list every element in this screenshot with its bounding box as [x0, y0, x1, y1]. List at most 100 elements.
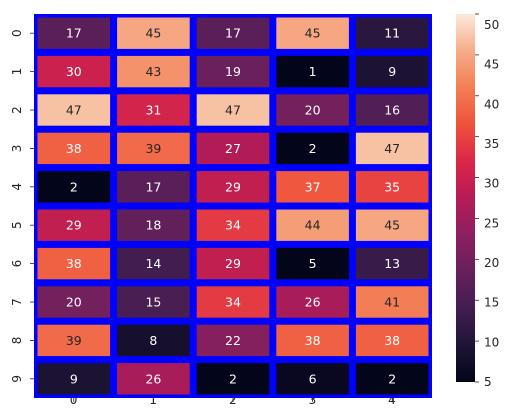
heatmap-cell-label: 2: [309, 141, 317, 156]
heatmap-cell: [117, 209, 190, 241]
heatmap-cell-label: 11: [384, 26, 400, 41]
heatmap-cell: [276, 324, 349, 357]
heatmap-cell: [196, 171, 270, 203]
heatmap-cell-label: 35: [384, 179, 400, 194]
heatmap-cell: [196, 324, 270, 357]
heatmap-cell: [117, 286, 190, 318]
heatmap-cell-label: 8: [149, 333, 157, 348]
heatmap-cell: [117, 324, 190, 357]
colorbar-ticks: 5 10 15 20 25 30 35 40 45 50: [484, 18, 499, 389]
heatmap-cell: [117, 55, 190, 88]
heatmap-cell: [276, 94, 349, 126]
heatmap-cell-label: 5: [309, 256, 317, 271]
heatmap-cell-label: 2: [229, 371, 237, 386]
heatmap-cell-label: 14: [145, 256, 161, 271]
heatmap-cell: [196, 132, 270, 165]
heatmap-cell: [196, 247, 270, 280]
heatmap-cell-label: 2: [388, 371, 396, 386]
heatmap-cell-label: 38: [384, 333, 400, 348]
heatmap-cell-label: 13: [384, 256, 400, 271]
heatmap-cell: [276, 209, 349, 241]
heatmap-cell: [196, 363, 270, 395]
heatmap-cell-label: 26: [305, 295, 321, 310]
heatmap-cell: [276, 55, 349, 88]
heatmap-cell: [117, 17, 190, 49]
heatmap-cell-label: 47: [225, 103, 241, 118]
heatmap-cell: [117, 94, 190, 126]
heatmap-cell-label: 30: [66, 64, 82, 79]
heatmap-cell-label: 38: [305, 333, 321, 348]
heatmap-cell-label: 47: [384, 141, 400, 156]
heatmap-cell-label: 18: [145, 218, 161, 233]
colorbar-tick-label: 35: [484, 137, 499, 151]
heatmap-cell: [37, 247, 111, 280]
heatmap-cell: [117, 363, 190, 395]
heatmap-cell-label: 9: [70, 371, 78, 386]
colorbar: 5 10 15 20 25 30 35 40 45 50: [456, 13, 499, 389]
heatmap-cell: [37, 55, 111, 88]
heatmap-cell: [276, 247, 349, 280]
y-axis: 0 1 2 3 4 5 6 7 8 9: [10, 29, 24, 382]
heatmap-cell: [196, 286, 270, 318]
heatmap-cell: [37, 324, 111, 357]
heatmap-cell: [355, 132, 429, 165]
heatmap-cell-label: 31: [145, 103, 161, 118]
heatmap-cell: [355, 247, 429, 280]
heatmap-cell: [355, 17, 429, 49]
y-tick-label: 4: [10, 183, 24, 191]
heatmap-cell: [37, 363, 111, 395]
heatmap-cell-label: 39: [66, 333, 82, 348]
heatmap-cell-label: 27: [225, 141, 241, 156]
colorbar-gradient: [456, 14, 475, 382]
colorbar-tick-label: 20: [484, 256, 499, 270]
heatmap-cell: [37, 94, 111, 126]
colorbar-tick-label: 45: [484, 58, 499, 72]
colorbar-tick-label: 40: [484, 97, 499, 111]
heatmap-cell: [196, 55, 270, 88]
colorbar-tick-label: 5: [484, 375, 492, 389]
y-tick-label: 3: [10, 145, 24, 153]
heatmap-cell: [355, 171, 429, 203]
heatmap-cell-label: 22: [225, 333, 241, 348]
heatmap-cell: [355, 286, 429, 318]
heatmap-cell: [355, 324, 429, 357]
heatmap-cell-label: 19: [225, 64, 241, 79]
heatmap-cell-label: 2: [70, 179, 78, 194]
heatmap-cell: [276, 17, 349, 49]
heatmap-cell: [37, 132, 111, 165]
heatmap-cell-label: 37: [305, 179, 321, 194]
heatmap-cell-label: 45: [384, 218, 400, 233]
heatmap-cell-label: 9: [388, 64, 396, 79]
heatmap-cell-label: 1: [309, 64, 317, 79]
colorbar-tick-label: 10: [484, 335, 499, 349]
heatmap-cell: [276, 171, 349, 203]
heatmap-cell: [355, 94, 429, 126]
heatmap-cell-label: 17: [225, 26, 241, 41]
heatmap-cell-label: 29: [225, 256, 241, 271]
heatmap-cell: [276, 132, 349, 165]
heatmap-cell-label: 15: [145, 295, 161, 310]
heatmap-cell-label: 47: [66, 103, 82, 118]
heatmap-cell: [355, 363, 429, 395]
heatmap-cell: [355, 55, 429, 88]
y-tick-label: 9: [10, 375, 24, 383]
y-tick-label: 1: [10, 68, 24, 76]
heatmap-cell: [117, 171, 190, 203]
heatmap-cell-label: 6: [309, 371, 317, 386]
heatmap-cell: [355, 209, 429, 241]
heatmap-cell-label: 20: [305, 103, 321, 118]
heatmap-cell: [117, 132, 190, 165]
colorbar-tick-label: 25: [484, 216, 499, 230]
y-tick-label: 7: [10, 298, 24, 306]
y-tick-label: 6: [10, 260, 24, 268]
heatmap-cell-label: 45: [145, 26, 161, 41]
colorbar-tick-label: 15: [484, 296, 499, 310]
heatmap-cell-label: 17: [66, 26, 82, 41]
heatmap-cell-label: 29: [66, 218, 82, 233]
heatmap-cell: [117, 247, 190, 280]
heatmap-cell-label: 38: [66, 256, 82, 271]
heatmap-cell: [196, 209, 270, 241]
heatmap-cell: [196, 17, 270, 49]
